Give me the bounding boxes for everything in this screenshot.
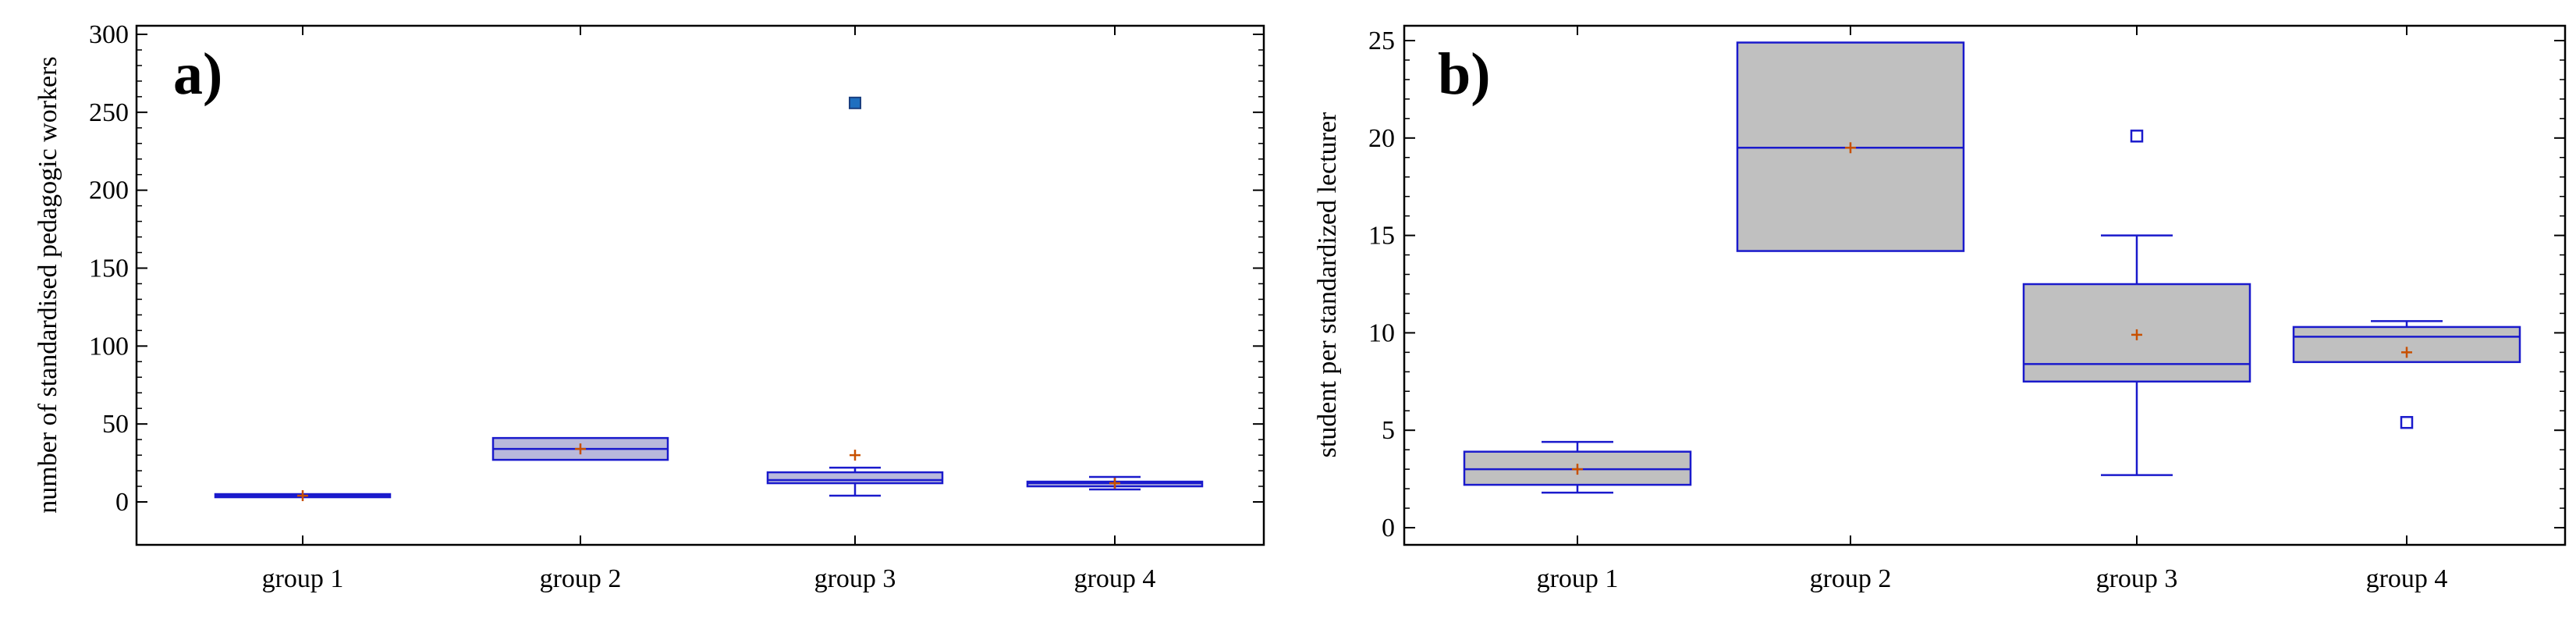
panel-a: a) number of standardised pedagogic work…	[34, 20, 1265, 593]
x-tick-label: group 2	[540, 564, 622, 593]
x-tick-label: group 2	[1810, 564, 1892, 593]
y-tick-label: 250	[89, 98, 129, 127]
box-group-2	[491, 436, 669, 461]
plot-frame	[1403, 24, 2567, 546]
y-ticks: 0 50 100 150 200 250 300	[89, 20, 1264, 517]
boxes	[214, 96, 1204, 502]
y-tick-label: 0	[1382, 514, 1395, 543]
box-group-1	[1463, 440, 1692, 494]
y-tick-label: 150	[89, 254, 129, 283]
panel-b: b) student per standardized lecturer 0 5 1…	[1313, 24, 2567, 593]
y-tick-label: 25	[1368, 27, 1395, 55]
y-tick-label: 200	[89, 176, 129, 205]
boxes	[1463, 41, 2521, 494]
box-group-2	[1736, 41, 1965, 252]
box-group-4	[1026, 475, 1204, 491]
x-ticks: group 1 group 2 group 3 group 4	[1537, 26, 2448, 593]
outlier-point	[2130, 130, 2144, 143]
y-ticks: 0 5 10 15 20 25	[1368, 27, 2565, 543]
y-axis-label: number of standardised pedagogic workers	[34, 56, 62, 513]
outlier-point	[2400, 415, 2414, 429]
panel-label: b)	[1438, 41, 1491, 107]
box-group-3	[2022, 130, 2251, 476]
x-tick-label: group 3	[814, 564, 896, 593]
y-tick-label: 100	[89, 332, 129, 361]
x-tick-label: group 1	[1537, 564, 1619, 593]
y-tick-label: 10	[1368, 318, 1395, 347]
x-ticks: group 1 group 2 group 3 group 4	[262, 26, 1156, 593]
x-tick-label: group 3	[2096, 564, 2178, 593]
x-tick-label: group 1	[262, 564, 344, 593]
box-group-3	[766, 96, 944, 497]
plot-frame	[135, 24, 1265, 546]
y-tick-label: 50	[102, 410, 129, 439]
x-tick-label: group 4	[2366, 564, 2448, 593]
y-tick-label: 300	[89, 20, 129, 49]
y-tick-label: 15	[1368, 222, 1395, 251]
y-tick-label: 20	[1368, 124, 1395, 153]
box-iqr	[766, 471, 944, 485]
x-tick-label: group 4	[1074, 564, 1156, 593]
outlier-point	[849, 96, 861, 109]
y-tick-label: 0	[115, 488, 129, 517]
y-axis-label: student per standardized lecturer	[1313, 112, 1342, 457]
box-group-1	[214, 490, 392, 502]
box-group-4	[2292, 320, 2521, 429]
y-tick-label: 5	[1382, 416, 1395, 445]
panel-label: a)	[173, 41, 222, 107]
